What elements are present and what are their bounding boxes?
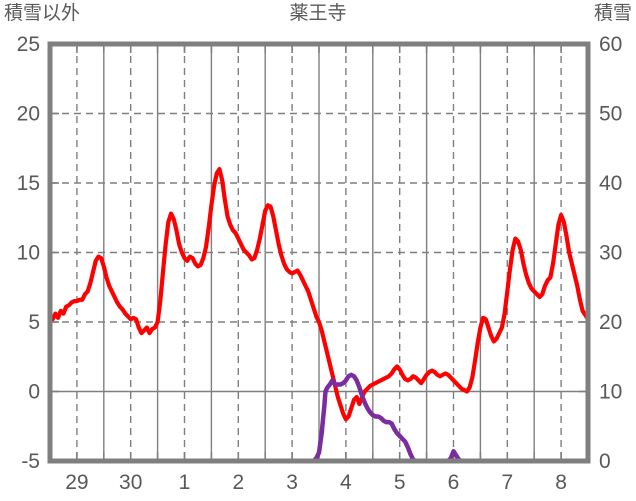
right-tick-label: 0: [599, 450, 611, 473]
right-tick-label: 10: [599, 381, 622, 404]
x-tick-label: 6: [448, 471, 460, 494]
x-tick-label: 3: [286, 471, 298, 494]
x-tick-label: 4: [340, 471, 352, 494]
right-tick-label: 60: [599, 33, 622, 56]
right-axis-title: 積雪: [593, 3, 632, 24]
x-tick-label: 30: [119, 471, 142, 494]
x-tick-label: 29: [65, 471, 88, 494]
right-axis-ticklabels: 60 50 40 30 20 10 0: [599, 33, 622, 473]
right-tick-label: 50: [599, 103, 622, 126]
right-tick-label: 20: [599, 311, 622, 334]
left-axis-ticklabels: 25 20 15 10 5 0 -5: [17, 33, 40, 473]
x-tick-label: 2: [232, 471, 244, 494]
left-tick-label: -5: [21, 450, 40, 473]
left-tick-label: 25: [17, 33, 40, 56]
series-line-non-snow: [47, 167, 591, 422]
x-tick-label: 1: [179, 471, 191, 494]
chart-title: 薬王寺: [289, 3, 347, 24]
left-tick-label: 0: [28, 381, 40, 404]
left-tick-label: 15: [17, 172, 40, 195]
right-tick-label: 30: [599, 242, 622, 265]
left-tick-label: 5: [28, 311, 40, 334]
left-tick-label: 10: [17, 242, 40, 265]
x-tick-label: 5: [394, 471, 406, 494]
x-axis-ticklabels: 29 30 1 2 3 4 5 6 7 8: [65, 471, 567, 494]
left-tick-label: 20: [17, 103, 40, 126]
gridlines: [50, 44, 588, 461]
right-tick-label: 40: [599, 172, 622, 195]
x-tick-label: 8: [555, 471, 567, 494]
left-axis-title: 積雪以外: [4, 3, 81, 24]
x-tick-label: 7: [501, 471, 513, 494]
plot-frame: [47, 41, 591, 464]
